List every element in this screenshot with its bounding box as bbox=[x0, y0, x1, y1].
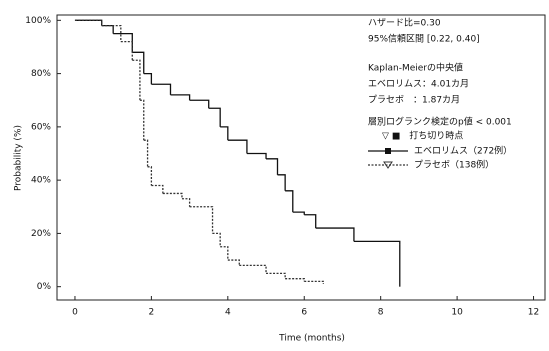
survival-step bbox=[246, 152, 267, 159]
survival-step bbox=[266, 272, 286, 279]
survival-step bbox=[139, 99, 145, 141]
survival-step bbox=[285, 190, 294, 213]
x-tick-label: 10 bbox=[451, 308, 463, 318]
survival-step bbox=[239, 264, 267, 274]
annotation: エベロリムス：4.01カ月 bbox=[368, 79, 469, 90]
survival-step bbox=[132, 51, 145, 74]
survival-step bbox=[353, 240, 401, 245]
annotation: プラセボ ：1.87カ月 bbox=[368, 95, 460, 106]
survival-step bbox=[74, 19, 103, 26]
annotation: 層別ログランク検定のp値 < 0.001 bbox=[368, 116, 512, 128]
annotation: Kaplan-Meierの中央値 bbox=[368, 62, 463, 74]
survival-step bbox=[189, 99, 210, 109]
survival-step bbox=[189, 206, 214, 234]
survival-step bbox=[170, 94, 191, 101]
survival-step bbox=[212, 232, 221, 247]
survival-step bbox=[132, 59, 141, 101]
legend-label: エベロリムス（272例） bbox=[414, 145, 512, 157]
survival-step bbox=[113, 32, 133, 53]
survival-step bbox=[151, 184, 164, 194]
survival-step bbox=[292, 211, 305, 215]
survival-step bbox=[151, 83, 172, 95]
y-tick-label: 0% bbox=[37, 282, 52, 292]
annotation: 95%信頼区間 [0.22, 0.40] bbox=[368, 33, 480, 45]
survival-step bbox=[143, 139, 149, 167]
survival-step bbox=[181, 198, 191, 207]
x-tick-label: 6 bbox=[301, 308, 307, 318]
annotation: ▽ ■ 打ち切り時点 bbox=[382, 130, 463, 142]
survival-step bbox=[101, 25, 122, 42]
x-axis-label: Time (months) bbox=[278, 334, 345, 344]
survival-step bbox=[277, 174, 286, 191]
x-tick-label: 4 bbox=[225, 308, 231, 318]
survival-step bbox=[162, 192, 183, 199]
legend-label: プラセボ（138例） bbox=[414, 159, 494, 171]
y-tick-label: 80% bbox=[31, 69, 51, 79]
survival-step bbox=[304, 214, 317, 229]
legend-marker bbox=[383, 161, 393, 169]
plot-frame bbox=[56, 14, 546, 301]
y-tick-label: 40% bbox=[31, 176, 51, 186]
y-axis-label: Probability (%) bbox=[14, 125, 24, 191]
survival-step bbox=[147, 166, 153, 186]
survival-step bbox=[227, 139, 248, 154]
legend-marker bbox=[385, 148, 391, 154]
survival-step bbox=[315, 227, 355, 242]
y-tick-label: 20% bbox=[31, 229, 51, 239]
annotation: ハザード比=0.30 bbox=[368, 17, 441, 29]
survival-step bbox=[143, 72, 153, 85]
survival-step bbox=[208, 107, 221, 127]
y-tick-label: 100% bbox=[25, 16, 51, 26]
survival-step bbox=[304, 280, 325, 285]
survival-step bbox=[220, 246, 229, 261]
survival-step bbox=[101, 25, 114, 34]
x-tick-label: 12 bbox=[528, 308, 539, 318]
x-tick-label: 8 bbox=[378, 308, 384, 318]
x-tick-label: 2 bbox=[149, 308, 155, 318]
survival-step bbox=[285, 278, 305, 282]
survival-step bbox=[266, 158, 279, 175]
survival-step bbox=[74, 19, 103, 26]
survival-step bbox=[120, 40, 133, 61]
x-tick-label: 0 bbox=[72, 308, 78, 318]
survival-step bbox=[227, 259, 240, 266]
y-tick-label: 60% bbox=[31, 122, 51, 132]
survival-step bbox=[220, 126, 229, 141]
